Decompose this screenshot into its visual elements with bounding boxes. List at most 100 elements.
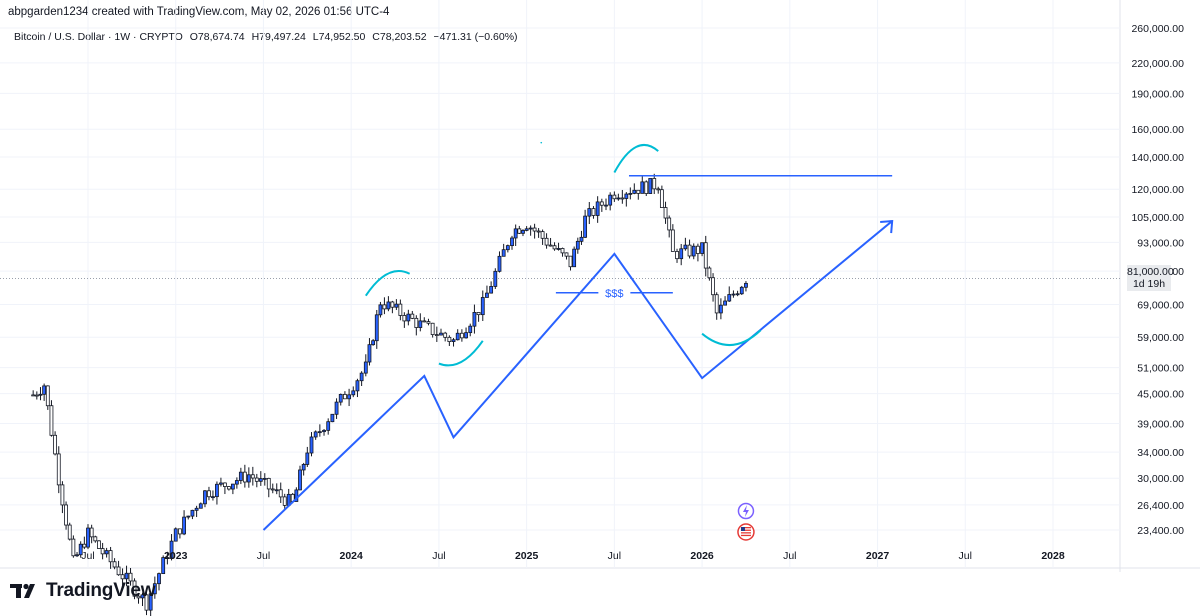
tradingview-logo-icon [10, 583, 35, 598]
candle-body [540, 231, 545, 239]
candle-body [371, 340, 376, 346]
candle-body [374, 314, 379, 342]
candle-body [572, 248, 577, 268]
time-axis: Jul 2023 Jul 2024 Jul 2025 Jul 2026 Jul 2027 Jul 20… [81, 550, 1065, 562]
candle-body [472, 312, 477, 327]
y-tick-label: 160,000.00 [1131, 124, 1184, 136]
candle-body [390, 301, 395, 308]
candle-body [426, 321, 431, 324]
candle-body [266, 477, 271, 490]
x-tick-label: Jul [432, 550, 445, 562]
candle-body [211, 496, 215, 499]
candle-body [727, 294, 732, 302]
candle-body [45, 385, 50, 407]
candle-body [89, 527, 94, 538]
legend-open: O78,674.74 [189, 31, 245, 43]
candle-body [714, 294, 719, 314]
candle-body [140, 594, 145, 599]
candle-body [242, 471, 247, 483]
candle-body [464, 332, 468, 339]
x-tick-label: 2028 [1041, 550, 1065, 562]
candle-body [667, 217, 672, 231]
candle-body [696, 245, 700, 254]
candle-body [86, 527, 90, 548]
liquidity-label-bg [598, 285, 631, 300]
candle-body [723, 300, 727, 306]
candle-body [71, 538, 76, 557]
candle-body [524, 228, 529, 231]
y-tick-label: 30,000.00 [1137, 473, 1184, 485]
candle-body [513, 228, 518, 239]
candle-body [612, 194, 617, 200]
candle-body [322, 429, 326, 433]
candle-body [505, 245, 510, 251]
candle-body [447, 336, 452, 342]
candle-body [343, 393, 347, 400]
candle-body [301, 464, 306, 471]
candle-body [132, 580, 137, 597]
candle-body [56, 453, 61, 486]
candle-body [735, 293, 740, 296]
candle-body [136, 595, 141, 599]
legend-symbol[interactable]: Bitcoin / U.S. Dollar · 1W · CRYPTO [14, 31, 183, 43]
candle-body [591, 208, 596, 216]
candle-body [382, 304, 387, 310]
legend-low: L74,952.50 [312, 31, 366, 43]
candle-body [455, 332, 460, 341]
candle-body [410, 313, 415, 319]
x-tick-label: Jul [608, 550, 621, 562]
candle-body [632, 189, 637, 194]
candle-body [683, 244, 688, 250]
last-price-tag: 81,000.00 1d 19h [1127, 265, 1174, 291]
candle-body [144, 594, 149, 611]
candle-body [707, 267, 712, 279]
legend-close: C78,203.52 [372, 31, 427, 43]
candle-body [38, 393, 43, 396]
candle-body [194, 507, 199, 511]
swing-high-arc [364, 269, 411, 297]
candle-body [173, 528, 178, 542]
candle-body [652, 178, 657, 190]
candle-body [254, 477, 259, 482]
tradingview-brand[interactable]: TradingView [10, 580, 156, 602]
candle-body [386, 301, 391, 310]
candle-body [439, 332, 443, 336]
candle-body [226, 486, 231, 490]
cycle-top-arc [613, 143, 659, 173]
candle-body [75, 554, 79, 557]
y-tick-label: 69,000.00 [1137, 300, 1184, 312]
candle-body [700, 242, 704, 254]
candle-body [679, 248, 684, 260]
candle-body [330, 413, 335, 423]
candle-body [351, 390, 356, 396]
candle-body [234, 480, 239, 485]
candle-body [278, 489, 283, 498]
candle-body [246, 474, 251, 483]
y-tick-label: 105,000.00 [1131, 212, 1184, 224]
candle-body [604, 204, 608, 207]
candle-body [656, 188, 661, 191]
candle-body [422, 320, 427, 323]
candle-body [367, 344, 372, 363]
y-tick-label: 190,000.00 [1131, 88, 1184, 100]
candle-body [489, 286, 494, 294]
price-axis: 260,000.00 220,000.00 190,000.00 160,000.00… [1131, 23, 1184, 537]
flag-icon-ring [737, 523, 755, 541]
flag-stripe [740, 534, 751, 537]
lightning-bolt [742, 505, 749, 517]
x-tick-label: Jul [81, 550, 94, 562]
liquidity-label: $$$ [605, 288, 623, 300]
candle-body [564, 252, 569, 257]
candle-body [215, 483, 219, 498]
candle-body [659, 189, 664, 208]
candle-body [207, 490, 211, 498]
candle-body [100, 548, 105, 555]
candle-body [579, 236, 584, 242]
candle-body [636, 189, 641, 194]
candle-body [49, 405, 54, 436]
candle-body [536, 230, 541, 233]
candle-body [398, 303, 403, 316]
candle-body [186, 515, 191, 518]
lightning-event-icon [737, 502, 755, 520]
